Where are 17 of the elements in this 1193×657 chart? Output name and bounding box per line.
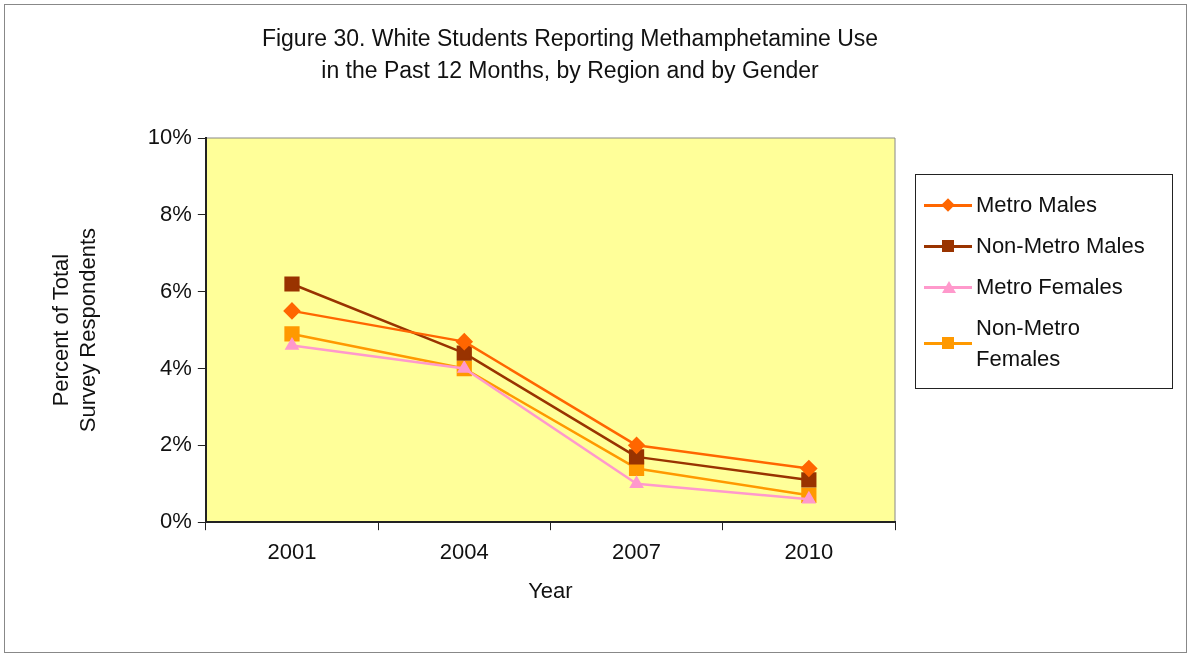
y-tick-label: 8% [160, 200, 192, 226]
y-tick-label: 0% [160, 508, 192, 534]
legend-label: Metro Females [976, 273, 1123, 302]
x-tick-label: 2010 [784, 539, 834, 565]
x-tick-label: 2004 [439, 539, 489, 565]
x-axis-title: Year [528, 577, 573, 603]
y-tick-label: 10% [147, 124, 192, 150]
x-tick-label: 2007 [612, 539, 662, 565]
y-tick-label: 6% [160, 277, 192, 303]
y-axis-title: Percent of Total Survey Respondents [48, 227, 100, 433]
legend-label: Non-Metro Males [976, 232, 1145, 261]
legend-label: Metro Males [976, 191, 1098, 220]
y-tick-label: 2% [160, 431, 192, 457]
x-tick-label: 2001 [267, 539, 317, 565]
chart-title: Figure 30. White Students Reporting Methamphetamine Use in the Past 12 Months, by Region and by Gender [260, 24, 880, 85]
y-tick-label: 4% [160, 354, 192, 380]
legend-label: Non-Metro Females [976, 314, 1081, 374]
